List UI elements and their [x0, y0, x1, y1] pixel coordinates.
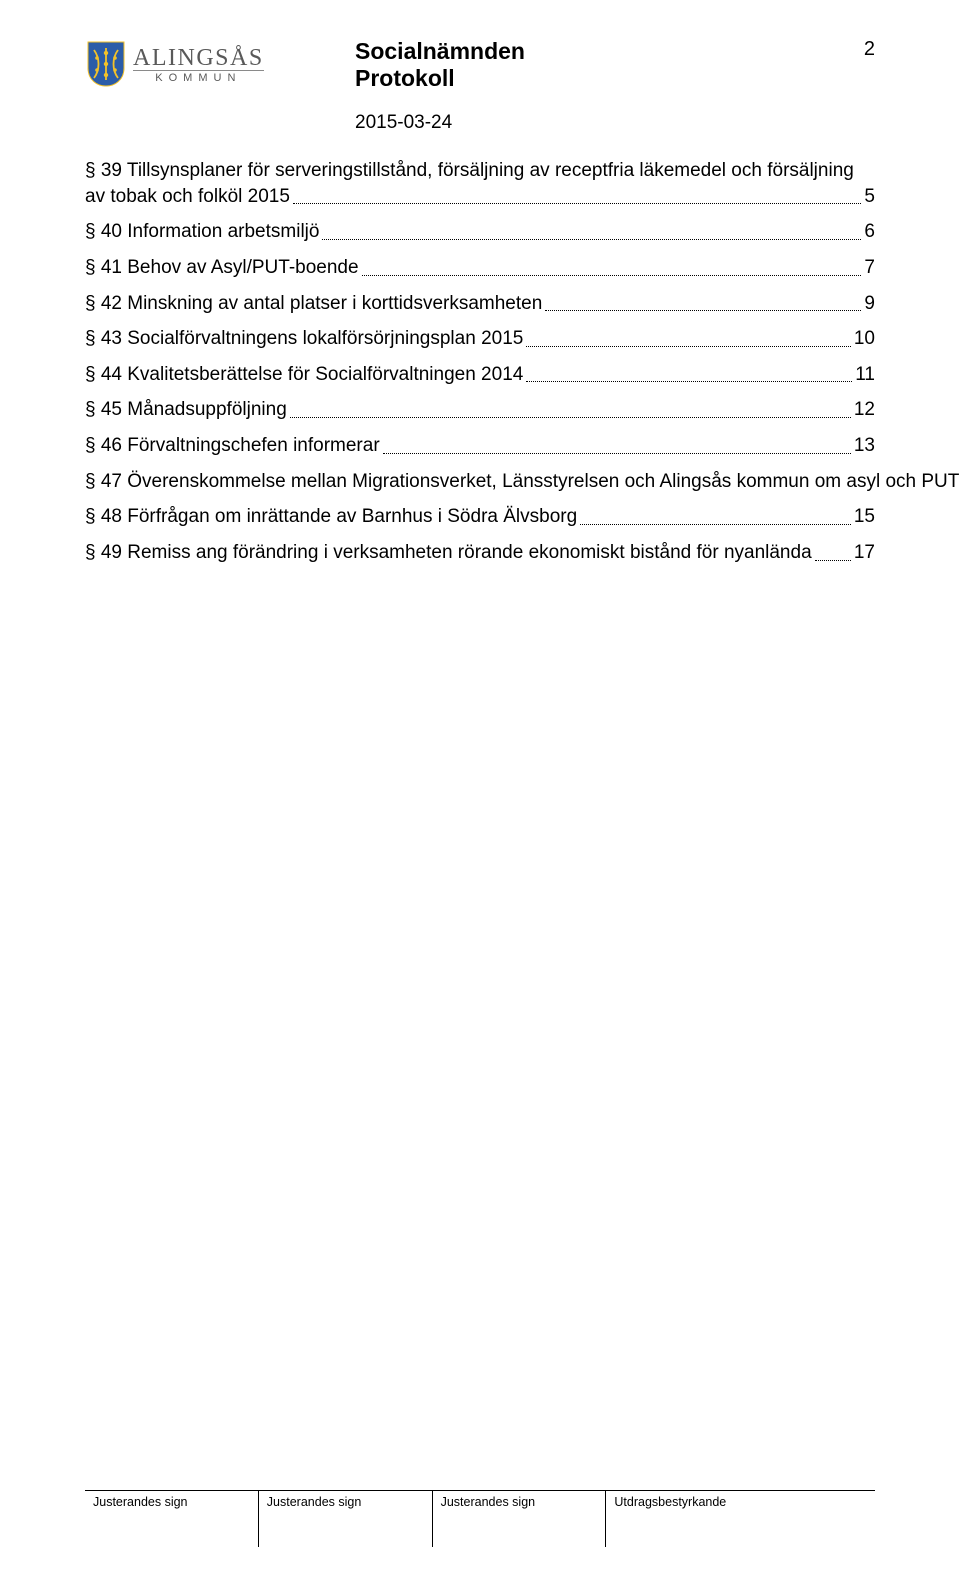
- toc-line: § 45 Månadsuppföljning 12: [85, 397, 875, 423]
- toc-title-line1: § 39 Tillsynsplaner för serveringstillst…: [85, 158, 875, 184]
- footer-attest: Utdragsbestyrkande: [606, 1491, 875, 1547]
- toc-title: § 48 Förfrågan om inrättande av Barnhus …: [85, 504, 577, 530]
- toc-title-line2: av tobak och folköl 2015: [85, 184, 290, 210]
- toc-title: § 43 Socialförvaltningens lokalförsörjni…: [85, 326, 523, 352]
- toc-leader: [815, 560, 851, 561]
- toc-line: § 43 Socialförvaltningens lokalförsörjni…: [85, 326, 875, 352]
- toc-title: § 45 Månadsuppföljning: [85, 397, 287, 423]
- kommun-logo: ALINGSÅS KOMMUN: [85, 40, 264, 88]
- toc-title: § 42 Minskning av antal platser i kortti…: [85, 291, 542, 317]
- toc-leader: [293, 203, 862, 204]
- toc-line: § 44 Kvalitetsberättelse för Socialförva…: [85, 362, 875, 388]
- toc-line: § 46 Förvaltningschefen informerar 13: [85, 433, 875, 459]
- table-of-contents: § 39 Tillsynsplaner för serveringstillst…: [85, 158, 875, 566]
- signature-footer: Justerandes sign Justerandes sign Juster…: [85, 1490, 875, 1547]
- toc-page-number: 15: [854, 504, 875, 530]
- toc-title: § 41 Behov av Asyl/PUT-boende: [85, 255, 359, 281]
- toc-page-number: 7: [864, 255, 875, 281]
- kommun-text: ALINGSÅS KOMMUN: [133, 45, 264, 84]
- doc-title-2: Protokoll: [355, 65, 525, 92]
- toc-title: § 44 Kvalitetsberättelse för Socialförva…: [85, 362, 523, 388]
- toc-line: § 41 Behov av Asyl/PUT-boende 7: [85, 255, 875, 281]
- document-titles: Socialnämnden Protokoll 2015-03-24: [355, 38, 525, 134]
- page-number: 2: [864, 38, 875, 61]
- footer-sign-3: Justerandes sign: [433, 1491, 607, 1547]
- toc-leader: [322, 239, 861, 240]
- toc-leader: [526, 346, 851, 347]
- toc-title: § 46 Förvaltningschefen informerar: [85, 433, 380, 459]
- footer-sign-1: Justerandes sign: [85, 1491, 259, 1547]
- toc-leader: [383, 453, 851, 454]
- toc-page-number: 5: [864, 184, 875, 210]
- page-header: ALINGSÅS KOMMUN Socialnämnden Protokoll …: [85, 40, 875, 88]
- toc-line: § 42 Minskning av antal platser i kortti…: [85, 291, 875, 317]
- toc-page-number: 10: [854, 326, 875, 352]
- toc-line: § 47 Överenskommelse mellan Migrationsve…: [85, 469, 875, 495]
- toc-leader: [526, 381, 852, 382]
- document-page: ALINGSÅS KOMMUN Socialnämnden Protokoll …: [0, 0, 960, 566]
- toc-page-number: 9: [864, 291, 875, 317]
- toc-leader: [545, 310, 861, 311]
- toc-leader: [290, 417, 851, 418]
- toc-page-number: 17: [854, 540, 875, 566]
- kommun-name: ALINGSÅS: [133, 45, 264, 72]
- toc-leader: [362, 275, 862, 276]
- toc-line: § 49 Remiss ang förändring i verksamhete…: [85, 540, 875, 566]
- toc-title: § 47 Överenskommelse mellan Migrationsve…: [85, 469, 959, 495]
- toc-line: § 39 Tillsynsplaner för serveringstillst…: [85, 158, 875, 209]
- toc-page-number: 6: [864, 219, 875, 245]
- doc-title-1: Socialnämnden: [355, 38, 525, 65]
- kommun-subtitle: KOMMUN: [133, 70, 264, 84]
- doc-date: 2015-03-24: [355, 112, 525, 134]
- toc-line: § 40 Information arbetsmiljö 6: [85, 219, 875, 245]
- toc-title: § 40 Information arbetsmiljö: [85, 219, 319, 245]
- toc-title: § 49 Remiss ang förändring i verksamhete…: [85, 540, 812, 566]
- toc-page-number: 12: [854, 397, 875, 423]
- footer-sign-2: Justerandes sign: [259, 1491, 433, 1547]
- toc-line: § 48 Förfrågan om inrättande av Barnhus …: [85, 504, 875, 530]
- crest-icon: [85, 40, 127, 88]
- toc-page-number: 13: [854, 433, 875, 459]
- toc-page-number: 11: [855, 362, 875, 388]
- toc-leader: [580, 524, 851, 525]
